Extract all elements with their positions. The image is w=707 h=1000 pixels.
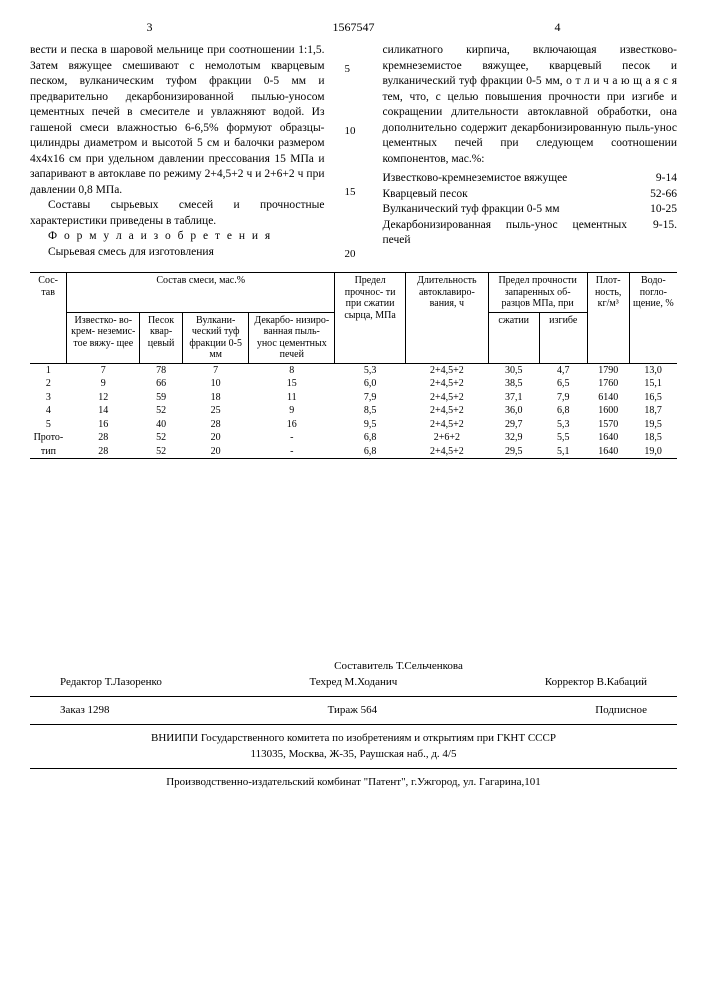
th-binder: Известко- во-крем- неземис- тое вяжу- ще… <box>67 312 140 363</box>
th-tuff: Вулкани- ческий туф фракции 0-5 мм <box>182 312 249 363</box>
prod: Производственно-издательский комбинат "П… <box>30 775 677 790</box>
order: Заказ 1298 <box>60 703 110 718</box>
table-row: 3125918117,92+4,5+237,17,9614016,5 <box>30 391 677 405</box>
table-row: 1778785,32+4,5+230,54,7179013,0 <box>30 363 677 377</box>
left-p3: Сырьевая смесь для изготовления <box>30 245 325 261</box>
comp-2-val: 10-25 <box>627 202 677 218</box>
th-strength-group: Предел прочности запаренных об- разцов М… <box>488 273 587 313</box>
th-strength-raw: Предел прочнос- ти при сжатии сырца, МПа <box>335 273 406 364</box>
th-compress: сжатии <box>488 312 539 363</box>
techred: Техред М.Ходанич <box>309 675 397 690</box>
editor: Редактор Т.Лазоренко <box>60 675 162 690</box>
mark-5: 5 <box>345 63 363 75</box>
th-sostav: Сос- тав <box>30 273 67 364</box>
left-p2: Составы сырьевых смесей и прочностные ха… <box>30 198 325 229</box>
patent-number: 1567547 <box>333 20 375 35</box>
comp-3-val: 9-15. <box>627 218 677 249</box>
addr: 113035, Москва, Ж-35, Раушская наб., д. … <box>30 747 677 762</box>
line-marks: 5 10 15 20 <box>345 43 363 260</box>
org: ВНИИПИ Государственного комитета по изоб… <box>30 731 677 746</box>
table-row: 5164028169,52+4,5+229,75,3157019,5 <box>30 418 677 432</box>
th-bend: изгибе <box>539 312 587 363</box>
mark-20: 20 <box>345 248 363 260</box>
comp-0-val: 9-14 <box>627 171 677 187</box>
th-water: Водо- погло- щение, % <box>629 273 677 364</box>
comp-1-val: 52-66 <box>627 187 677 203</box>
page-left: 3 <box>147 20 153 35</box>
text-columns: вести и песка в шаровой мельнице при соо… <box>30 43 677 260</box>
left-p1: вести и песка в шаровой мельнице при соо… <box>30 43 325 198</box>
component-list: Известково-кремнеземистое вяжущее9-14 Кв… <box>383 171 678 249</box>
table-body: 1778785,32+4,5+230,54,7179013,0296610156… <box>30 363 677 459</box>
compiler: Составитель Т.Сельченкова <box>334 659 463 674</box>
comp-1-label: Кварцевый песок <box>383 187 628 203</box>
sub: Подписное <box>595 703 647 718</box>
table-row: 296610156,02+4,5+238,56,5176015,1 <box>30 377 677 391</box>
table-row: тип285220-6,82+4,5+229,55,1164019,0 <box>30 445 677 459</box>
formula-label: Ф о р м у л а и з о б р е т е н и я <box>30 229 325 245</box>
right-column: силикатного кирпича, включающая известко… <box>383 43 678 260</box>
mark-10: 10 <box>345 125 363 137</box>
corrector: Корректор В.Кабаций <box>545 675 647 690</box>
th-duration: Длительность автоклавиро- вания, ч <box>406 273 489 364</box>
th-density: Плот- ность, кг/м³ <box>587 273 629 364</box>
tirage: Тираж 564 <box>328 703 378 718</box>
comp-0-label: Известково-кремнеземистое вяжущее <box>383 171 628 187</box>
page-right: 4 <box>555 20 561 35</box>
mark-15: 15 <box>345 186 363 198</box>
th-sand: Песок квар- цевый <box>140 312 183 363</box>
footer: Составитель Т.Сельченкова Редактор Т.Лаз… <box>30 659 677 790</box>
data-table: Сос- тав Состав смеси, мас.% Предел проч… <box>30 272 677 459</box>
left-column: вести и песка в шаровой мельнице при соо… <box>30 43 325 260</box>
th-mix-group: Состав смеси, мас.% <box>67 273 335 313</box>
right-p1: силикатного кирпича, включающая известко… <box>383 43 678 167</box>
th-dust: Декарбо- низиро- ванная пыль- унос цемен… <box>249 312 335 363</box>
comp-3-label: Декарбонизированная пыль-унос цементных … <box>383 218 628 249</box>
comp-2-label: Вулканический туф фракции 0-5 мм <box>383 202 628 218</box>
table-row: Прото-285220-6,82+6+232,95,5164018,5 <box>30 431 677 445</box>
table-row: 414522598,52+4,5+236,06,8160018,7 <box>30 404 677 418</box>
header-pages: 3 1567547 4 <box>30 20 677 35</box>
